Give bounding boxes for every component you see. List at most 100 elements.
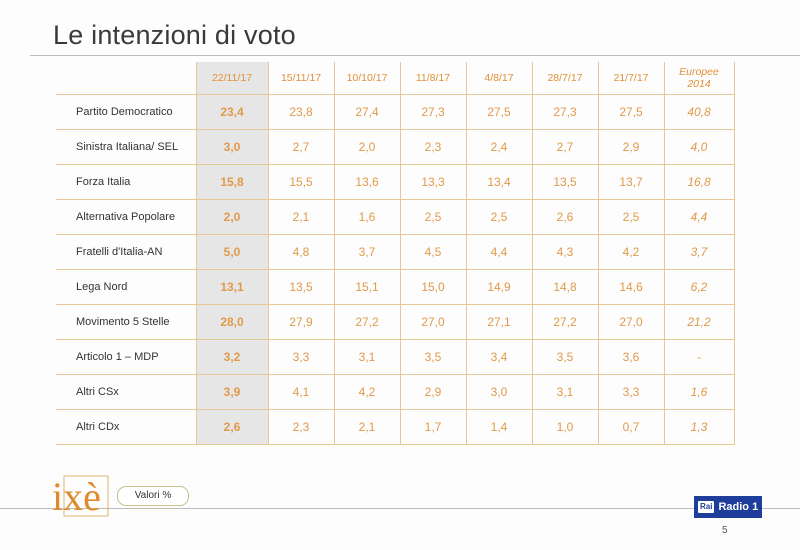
table-row: Forza Italia 15,8 15,5 13,6 13,3 13,4 13,5 13,7…	[56, 164, 735, 200]
party-name: Altri CSx	[56, 374, 197, 410]
value-cell: 15,1	[334, 269, 401, 305]
table-row: Articolo 1 – MDP 3,2 3,3 3,1 3,5 3,4 3,5 3,6-	[56, 339, 735, 375]
value-cell: 3,4	[466, 339, 533, 375]
value-cell: 2,3	[400, 129, 467, 165]
value-cell: 13,4	[466, 164, 533, 200]
value-cell: 2,9	[400, 374, 467, 410]
party-name: Altri CDx	[56, 409, 197, 445]
value-cell: 2,1	[268, 199, 335, 235]
value-cell: 3,1	[532, 374, 599, 410]
ixe-logo: ixè	[52, 474, 109, 518]
latest-value-cell: 13,1	[196, 269, 269, 305]
radio1-label: Radio 1	[718, 501, 759, 513]
value-cell: 2,1	[334, 409, 401, 445]
europe-column-header: Europee 2014	[664, 62, 735, 95]
latest-value-cell: 15,8	[196, 164, 269, 200]
value-cell: 27,0	[400, 304, 467, 340]
party-name: Fratelli d'Italia-AN	[56, 234, 197, 270]
value-cell: 2,7	[532, 129, 599, 165]
europe-value-cell: 21,2	[664, 304, 735, 340]
footer-divider	[0, 508, 800, 509]
europe-value-cell: 40,8	[664, 94, 735, 130]
value-cell: 2,5	[466, 199, 533, 235]
value-cell: 27,3	[532, 94, 599, 130]
value-cell: 3,5	[400, 339, 467, 375]
value-cell: 13,6	[334, 164, 401, 200]
value-cell: 2,5	[400, 199, 467, 235]
value-cell: 1,4	[466, 409, 533, 445]
party-name: Lega Nord	[56, 269, 197, 305]
europe-value-cell: -	[664, 339, 735, 375]
value-cell: 4,4	[466, 234, 533, 270]
europe-value-cell: 1,6	[664, 374, 735, 410]
column-header: 21/7/17	[598, 62, 665, 95]
value-cell: 23,8	[268, 94, 335, 130]
value-cell: 1,6	[334, 199, 401, 235]
logo-text: ixè	[52, 474, 101, 518]
value-cell: 3,7	[334, 234, 401, 270]
latest-value-cell: 2,6	[196, 409, 269, 445]
value-cell: 1,7	[400, 409, 467, 445]
rai-mark: Rai	[698, 501, 715, 513]
party-name: Articolo 1 – MDP	[56, 339, 197, 375]
table-row: Altri CSx 3,9 4,1 4,2 2,9 3,0 3,1 3,3 1,6	[56, 374, 735, 410]
valori-badge: Valori %	[117, 486, 189, 506]
value-cell: 13,3	[400, 164, 467, 200]
europe-value-cell: 16,8	[664, 164, 735, 200]
value-cell: 2,5	[598, 199, 665, 235]
value-cell: 2,4	[466, 129, 533, 165]
poll-table: 22/11/17 15/11/17 10/10/17 11/8/17 4/8/1…	[56, 62, 735, 445]
value-cell: 4,5	[400, 234, 467, 270]
party-name: Forza Italia	[56, 164, 197, 200]
value-cell: 3,3	[268, 339, 335, 375]
value-cell: 13,7	[598, 164, 665, 200]
europe-value-cell: 4,4	[664, 199, 735, 235]
value-cell: 0,7	[598, 409, 665, 445]
column-header: 11/8/17	[400, 62, 467, 95]
value-cell: 15,5	[268, 164, 335, 200]
column-header: 10/10/17	[334, 62, 401, 95]
column-header: 22/11/17	[196, 62, 269, 95]
value-cell: 27,1	[466, 304, 533, 340]
value-cell: 14,9	[466, 269, 533, 305]
value-cell: 3,3	[598, 374, 665, 410]
value-cell: 2,0	[334, 129, 401, 165]
radio1-logo: Rai Radio 1	[694, 496, 762, 518]
value-cell: 27,2	[334, 304, 401, 340]
table-row: Fratelli d'Italia-AN 5,0 4,8 3,7 4,5 4,4 4,3 4,…	[56, 234, 735, 270]
party-name: Sinistra Italiana/ SEL	[56, 129, 197, 165]
value-cell: 2,6	[532, 199, 599, 235]
value-cell: 2,7	[268, 129, 335, 165]
column-header: 15/11/17	[268, 62, 335, 95]
value-cell: 27,5	[598, 94, 665, 130]
value-cell: 4,1	[268, 374, 335, 410]
europe-value-cell: 3,7	[664, 234, 735, 270]
value-cell: 14,6	[598, 269, 665, 305]
value-cell: 27,2	[532, 304, 599, 340]
party-name: Partito Democratico	[56, 94, 197, 130]
table-row: Lega Nord 13,1 13,5 15,1 15,0 14,9 14,8 14,6 6,2	[56, 269, 735, 305]
value-cell: 3,5	[532, 339, 599, 375]
value-cell: 27,3	[400, 94, 467, 130]
latest-value-cell: 23,4	[196, 94, 269, 130]
latest-value-cell: 5,0	[196, 234, 269, 270]
latest-value-cell: 3,2	[196, 339, 269, 375]
value-cell: 14,8	[532, 269, 599, 305]
value-cell: 15,0	[400, 269, 467, 305]
table-row: Alternativa Popolare 2,0 2,1 1,6 2,5 2,5 2,6 2,…	[56, 199, 735, 235]
title-divider	[30, 55, 800, 56]
europe-header-line2: 2014	[687, 78, 711, 90]
value-cell: 27,5	[466, 94, 533, 130]
value-cell: 4,2	[598, 234, 665, 270]
table-row: Movimento 5 Stelle 28,0 27,9 27,2 27,0 27,1 27…	[56, 304, 735, 340]
europe-header-line1: Europee	[679, 66, 719, 78]
value-cell: 4,2	[334, 374, 401, 410]
value-cell: 3,6	[598, 339, 665, 375]
table-row: Altri CDx 2,6 2,3 2,1 1,7 1,4 1,0 0,7 1,3	[56, 409, 735, 445]
party-name: Movimento 5 Stelle	[56, 304, 197, 340]
value-cell: 4,3	[532, 234, 599, 270]
value-cell: 27,4	[334, 94, 401, 130]
table-row: Sinistra Italiana/ SEL 3,0 2,7 2,0 2,3 2,4 2,7…	[56, 129, 735, 165]
latest-value-cell: 3,0	[196, 129, 269, 165]
